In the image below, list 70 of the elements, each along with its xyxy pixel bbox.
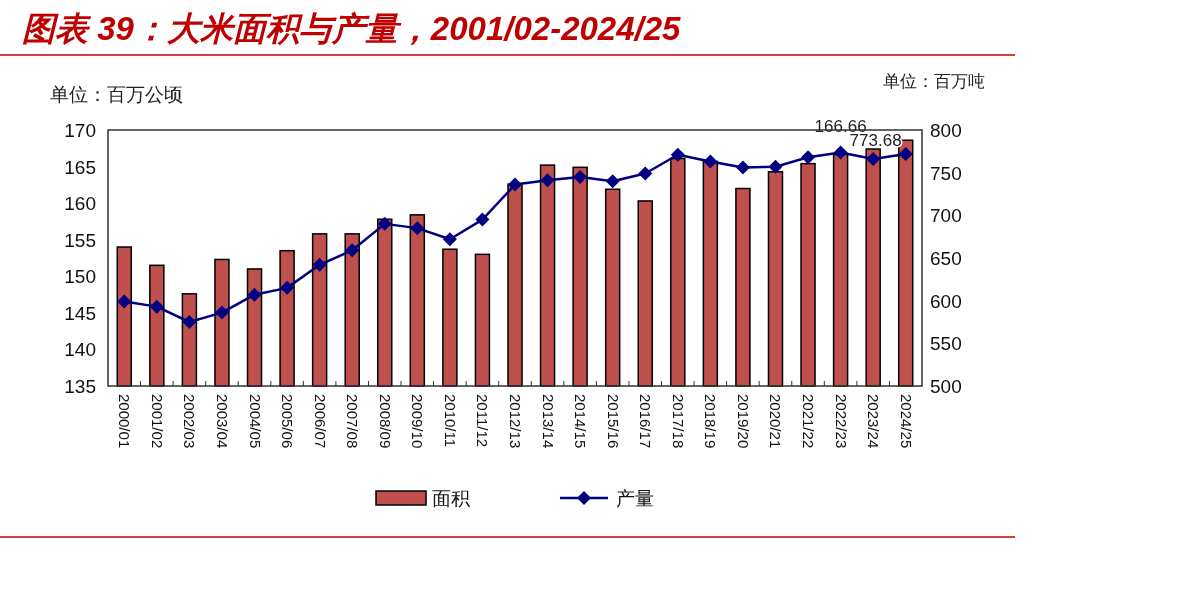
point <box>508 177 522 192</box>
y2-tick-label: 800 <box>930 120 962 141</box>
y-tick-label: 140 <box>64 339 96 361</box>
point <box>117 294 132 309</box>
point <box>573 169 588 184</box>
x-tick-label: 2011/12 <box>474 394 492 448</box>
point <box>442 232 457 247</box>
x-tick-label: 2015/16 <box>604 394 622 449</box>
point <box>214 305 229 320</box>
y2-tick-label: 550 <box>930 333 962 355</box>
x-tick-label: 2003/04 <box>213 394 231 449</box>
y-tick-label: 145 <box>64 302 96 324</box>
x-tick-label: 2000/01 <box>116 394 134 449</box>
point <box>540 173 555 188</box>
x-tick-label: 2017/18 <box>669 394 687 449</box>
x-tick-label: 2022/23 <box>832 394 850 449</box>
legend-label: 面积 <box>432 488 470 509</box>
x-tick-label: 2024/25 <box>897 394 915 449</box>
y-tick-label: 165 <box>64 156 96 178</box>
point <box>833 145 848 160</box>
point <box>638 166 653 181</box>
point <box>247 287 262 302</box>
point <box>735 160 750 175</box>
y-tick-label: 150 <box>64 266 96 288</box>
point <box>377 216 392 231</box>
y-tick-label: 160 <box>64 193 96 215</box>
point <box>801 150 816 165</box>
x-tick-label: 2007/08 <box>344 394 362 449</box>
y2-tick-label: 750 <box>930 162 962 184</box>
y-tick-label: 170 <box>64 120 96 141</box>
point <box>898 146 913 161</box>
point <box>312 257 327 272</box>
x-tick-label: 2023/24 <box>865 394 883 449</box>
x-tick-label: 2013/14 <box>539 394 557 449</box>
x-tick-label: 2018/19 <box>702 394 720 449</box>
x-tick-label: 2004/05 <box>246 394 264 449</box>
point <box>345 243 360 258</box>
x-tick-label: 2001/02 <box>148 394 166 449</box>
y2-tick-label: 500 <box>930 376 962 397</box>
point <box>768 159 783 174</box>
point <box>475 212 490 227</box>
legend-label: 产量 <box>616 488 654 509</box>
point <box>149 299 164 314</box>
point <box>182 315 197 329</box>
x-tick-label: 2008/09 <box>376 394 394 449</box>
x-tick-label: 2006/07 <box>311 394 329 449</box>
y2-tick-label: 700 <box>930 205 962 227</box>
point <box>866 152 881 167</box>
y2-axis-title: 单位：百万吨 <box>883 72 985 91</box>
x-tick-label: 2020/21 <box>767 394 785 449</box>
x-tick-label: 2010/11 <box>441 394 459 448</box>
point <box>410 221 425 236</box>
y2-tick-label: 650 <box>930 248 962 269</box>
x-tick-label: 2012/13 <box>507 394 524 449</box>
point <box>605 174 620 189</box>
chart-title: 图表 39：大米面积与产量，2001/02-2024/25 <box>22 10 682 47</box>
y-tick-label: 155 <box>64 229 96 251</box>
x-tick-label: 2002/03 <box>181 394 199 449</box>
x-tick-label: 2019/20 <box>734 394 752 449</box>
x-tick-label: 2005/06 <box>279 394 297 449</box>
y-axis-title: 单位：百万公顷 <box>50 84 183 105</box>
point <box>670 147 685 162</box>
point <box>703 154 718 169</box>
y2-tick-label: 600 <box>930 290 962 312</box>
x-tick-label: 2014/15 <box>572 394 590 449</box>
x-tick-label: 2016/17 <box>637 394 655 449</box>
x-tick-label: 2009/10 <box>409 394 427 449</box>
point <box>280 280 295 295</box>
y-tick-label: 135 <box>64 376 96 397</box>
x-tick-label: 2021/22 <box>800 394 818 449</box>
